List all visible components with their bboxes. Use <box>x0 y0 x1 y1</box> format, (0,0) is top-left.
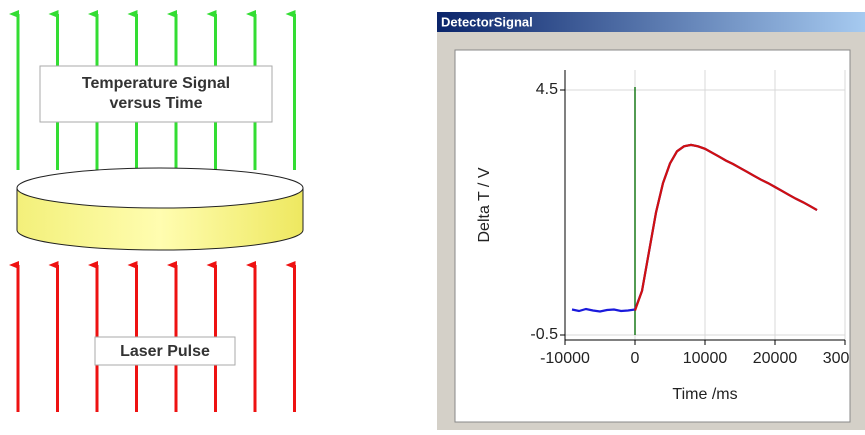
x-tick-label: 10000 <box>683 350 728 367</box>
y-tick-label: -0.5 <box>530 326 558 343</box>
window-title: DetectorSignal <box>441 14 533 29</box>
diagram-label: versus Time <box>109 95 202 112</box>
title-bar[interactable] <box>437 12 865 32</box>
y-tick-label: 4.5 <box>536 81 558 98</box>
label-box <box>94 336 236 366</box>
label-box <box>39 65 273 123</box>
x-tick-label: -10000 <box>540 350 590 367</box>
x-axis-label: Time /ms <box>672 386 737 403</box>
diagram-label: Laser Pulse <box>120 343 210 360</box>
x-tick-label: 0 <box>631 350 640 367</box>
x-tick-label: 20000 <box>753 350 798 367</box>
y-axis-label: Delta T / V <box>476 167 493 242</box>
disc-top <box>16 167 304 209</box>
x-tick-label: 30000 <box>823 350 865 367</box>
diagram-label: Temperature Signal <box>82 75 230 92</box>
signal-line <box>633 143 818 311</box>
chart: -10000 0 10000 20000 30000 -0.5 4.5 Time /ms Del… <box>476 70 865 403</box>
